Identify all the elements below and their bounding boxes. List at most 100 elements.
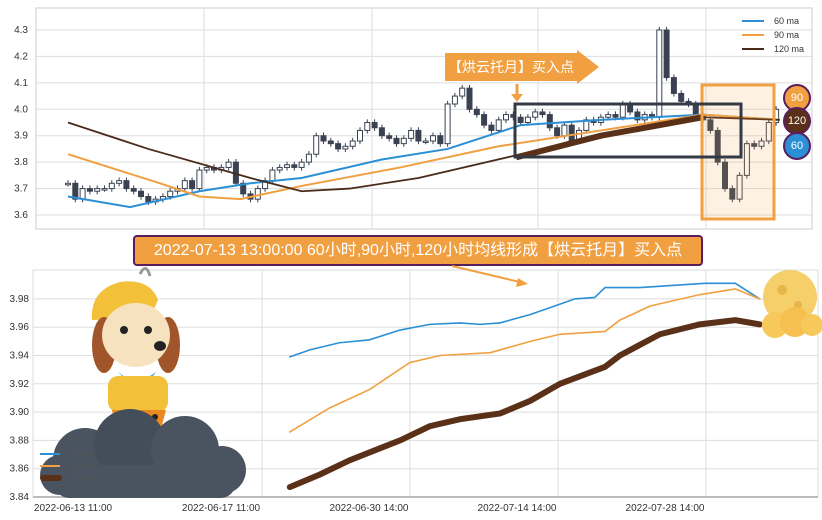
- candle-body: [714, 129, 721, 163]
- candle-body: [729, 188, 736, 200]
- x-tick-label: 2022-06-13 11:00: [34, 503, 113, 514]
- legend-entry-ma60: MA60: [40, 448, 97, 460]
- highlight-zone: [700, 83, 776, 221]
- badge-60: 60: [783, 132, 811, 160]
- candle-body: [225, 161, 232, 168]
- x-tick-label: 2022-07-14 14:00: [478, 503, 557, 514]
- candle-body: [335, 143, 342, 150]
- candle-body: [722, 161, 728, 190]
- line-MA120: [286, 317, 763, 491]
- candle-body: [130, 188, 137, 192]
- candle-body: [408, 129, 415, 139]
- candle-body: [349, 140, 356, 147]
- candle-body: [305, 153, 312, 163]
- x-tick-label: 2022-07-28 14:00: [626, 503, 705, 514]
- candle-body: [284, 164, 290, 168]
- ma-line-60-ma: [67, 113, 780, 209]
- buy-point-callout: 【烘云托月】买入点: [445, 53, 577, 81]
- candle-body: [298, 161, 305, 168]
- candle-body: [473, 108, 480, 116]
- legend-entry-90ma: 90 ma: [742, 28, 804, 42]
- candle-body: [554, 127, 561, 137]
- candle-body: [707, 119, 714, 131]
- candle-body: [678, 92, 685, 102]
- candle-body: [400, 137, 407, 145]
- candle-body: [495, 119, 502, 131]
- candle-body: [532, 111, 539, 118]
- y-tick-label: 3.86: [10, 464, 30, 475]
- down-arrowhead-icon: [511, 94, 523, 102]
- signal-banner: 2022-07-13 13:00:00 60小时,90小时,120小时均线形成【…: [133, 235, 703, 266]
- legend-entry-60ma: 60 ma: [742, 14, 804, 28]
- candle-body: [378, 127, 385, 137]
- y-tick-label: 3.6: [14, 210, 28, 221]
- candle-body: [167, 190, 174, 198]
- candle-body: [517, 116, 524, 124]
- y-tick-label: 3.88: [10, 435, 30, 446]
- candle-body: [116, 180, 123, 184]
- y-tick-label: 3.98: [10, 294, 30, 305]
- ma-line-90-ma: [67, 113, 780, 201]
- candle-body: [276, 166, 283, 171]
- candle-body: [444, 103, 451, 145]
- y-tick-label: 3.96: [10, 322, 30, 333]
- candle-body: [546, 114, 553, 129]
- y-tick-label: 3.8: [14, 157, 28, 168]
- candle-body: [72, 182, 79, 200]
- candle-body: [663, 29, 670, 79]
- y-tick-label: 3.7: [14, 184, 28, 195]
- candle-body: [357, 129, 363, 142]
- candle-body: [670, 77, 677, 94]
- candle-body: [86, 188, 93, 192]
- candle-body: [751, 143, 758, 147]
- candle-body: [437, 135, 444, 145]
- candle-body: [364, 122, 371, 131]
- candle-body: [765, 122, 772, 142]
- candle-body: [539, 111, 546, 116]
- legend-entry-ma120: MA120: [40, 472, 97, 484]
- y-tick-label: 3.94: [10, 351, 30, 362]
- candle-body: [415, 129, 422, 142]
- bottom-legend: MA60 MA90 MA120: [40, 448, 97, 484]
- candle-body: [393, 137, 400, 145]
- candle-body: [320, 135, 327, 142]
- candle-body: [123, 180, 130, 190]
- pattern-box: [513, 102, 743, 159]
- candle-body: [605, 114, 612, 118]
- legend-entry-ma90: MA90: [40, 460, 97, 472]
- candle-body: [262, 180, 269, 190]
- y-tick-label: 3.90: [10, 407, 30, 418]
- candle-body: [342, 145, 349, 150]
- candle-body: [503, 114, 509, 121]
- y-tick-label: 4.1: [14, 78, 28, 89]
- candle-body: [313, 135, 320, 155]
- ma-120-highlight: [515, 114, 704, 161]
- y-tick-label: 4.2: [14, 51, 28, 62]
- line-MA60: [289, 282, 761, 358]
- candle-body: [94, 188, 101, 192]
- candle-body: [101, 188, 108, 191]
- top-candlestick-chart: 3.6 3.7 3.8 3.9 4.0 4.1 4.2 4.3: [14, 7, 813, 230]
- candle-body: [758, 140, 765, 147]
- candle-body: [451, 95, 458, 105]
- candle-body: [196, 169, 203, 190]
- top-legend: 60 ma 90 ma 120 ma: [742, 14, 804, 56]
- candle-body: [736, 174, 743, 200]
- candle-body: [459, 87, 466, 97]
- badge-120: 120: [783, 107, 811, 135]
- callout-arrow-icon: [577, 50, 599, 84]
- candle-body: [488, 124, 495, 131]
- x-tick-label: 2022-06-30 14:00: [330, 503, 409, 514]
- candle-body: [203, 166, 210, 171]
- candle-body: [240, 182, 247, 195]
- candle-body: [612, 114, 619, 118]
- candle-body: [108, 182, 115, 190]
- candle-body: [65, 182, 71, 186]
- candle-body: [481, 114, 488, 126]
- candle-body: [181, 180, 188, 190]
- y-tick-label: 3.92: [10, 379, 30, 390]
- candle-body: [291, 164, 298, 168]
- candle-body: [422, 140, 429, 144]
- y-tick-label: 3.84: [10, 492, 30, 503]
- candle-body: [466, 87, 473, 110]
